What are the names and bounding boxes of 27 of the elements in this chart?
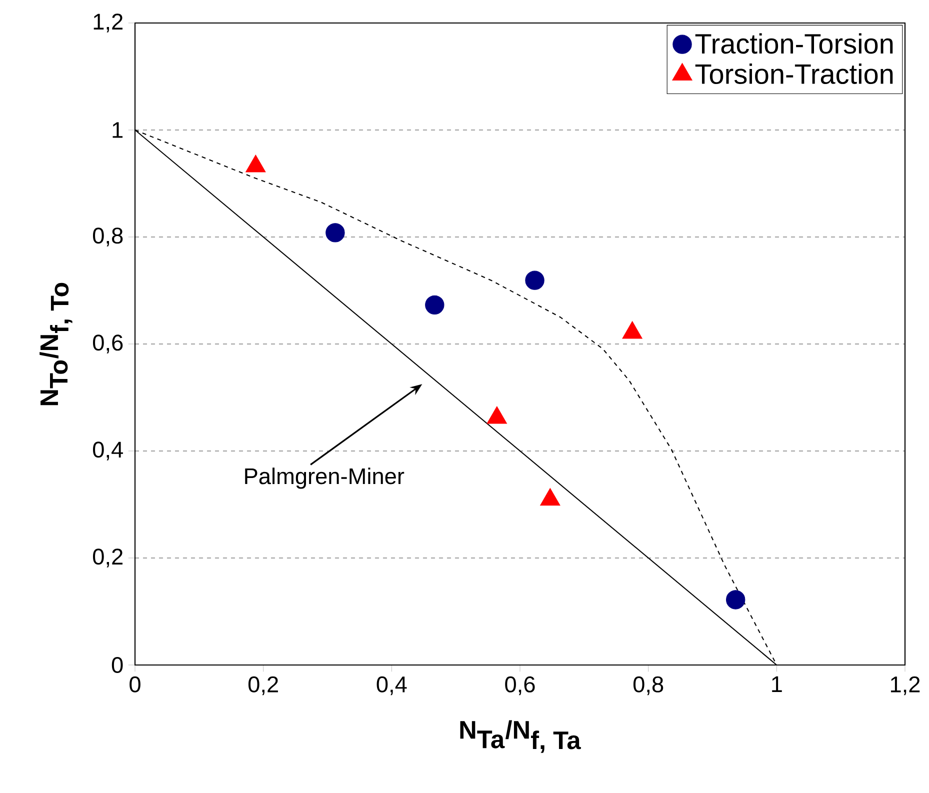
point	[540, 488, 560, 506]
y-tick-label: 0,8	[93, 228, 123, 246]
point	[425, 295, 444, 315]
point	[326, 223, 345, 242]
legend-label: Torsion-Traction	[695, 63, 893, 84]
x-tick-label: 1	[772, 676, 782, 692]
y-axis-title: $\textbf{N}_{\textbf{To}}\textbf{/N}_{\textbf{f, To}}$	[40, 282, 72, 406]
point	[726, 590, 746, 610]
point	[486, 406, 507, 424]
x-tick-label: 0	[130, 676, 140, 692]
legend-label: Traction-Torsion	[695, 33, 893, 54]
x-tick-label: 1,2	[890, 676, 920, 696]
y-tick-label: 1	[112, 122, 123, 138]
y-tick-label: 0,4	[93, 442, 123, 460]
y-tick-label: 0,6	[93, 334, 123, 354]
x-tick-label: 0,4	[376, 676, 407, 696]
x-tick-label: 0,8	[633, 676, 664, 696]
point	[525, 270, 544, 290]
annotation: Palmgren-Miner	[245, 468, 404, 489]
x-tick-label: 0,2	[248, 676, 278, 696]
y-tick-label: 0	[112, 656, 123, 674]
point	[622, 321, 642, 339]
x-tick-label: 0,6	[505, 676, 535, 696]
point	[246, 154, 266, 172]
y-tick-label: 0,2	[93, 548, 122, 568]
x-axis-title: $\textbf{N}_{\textbf{Ta}}\textbf{/N}_{\textbf{f, Ta}}$	[460, 720, 581, 753]
y-tick-label: 1,2	[94, 14, 122, 32]
